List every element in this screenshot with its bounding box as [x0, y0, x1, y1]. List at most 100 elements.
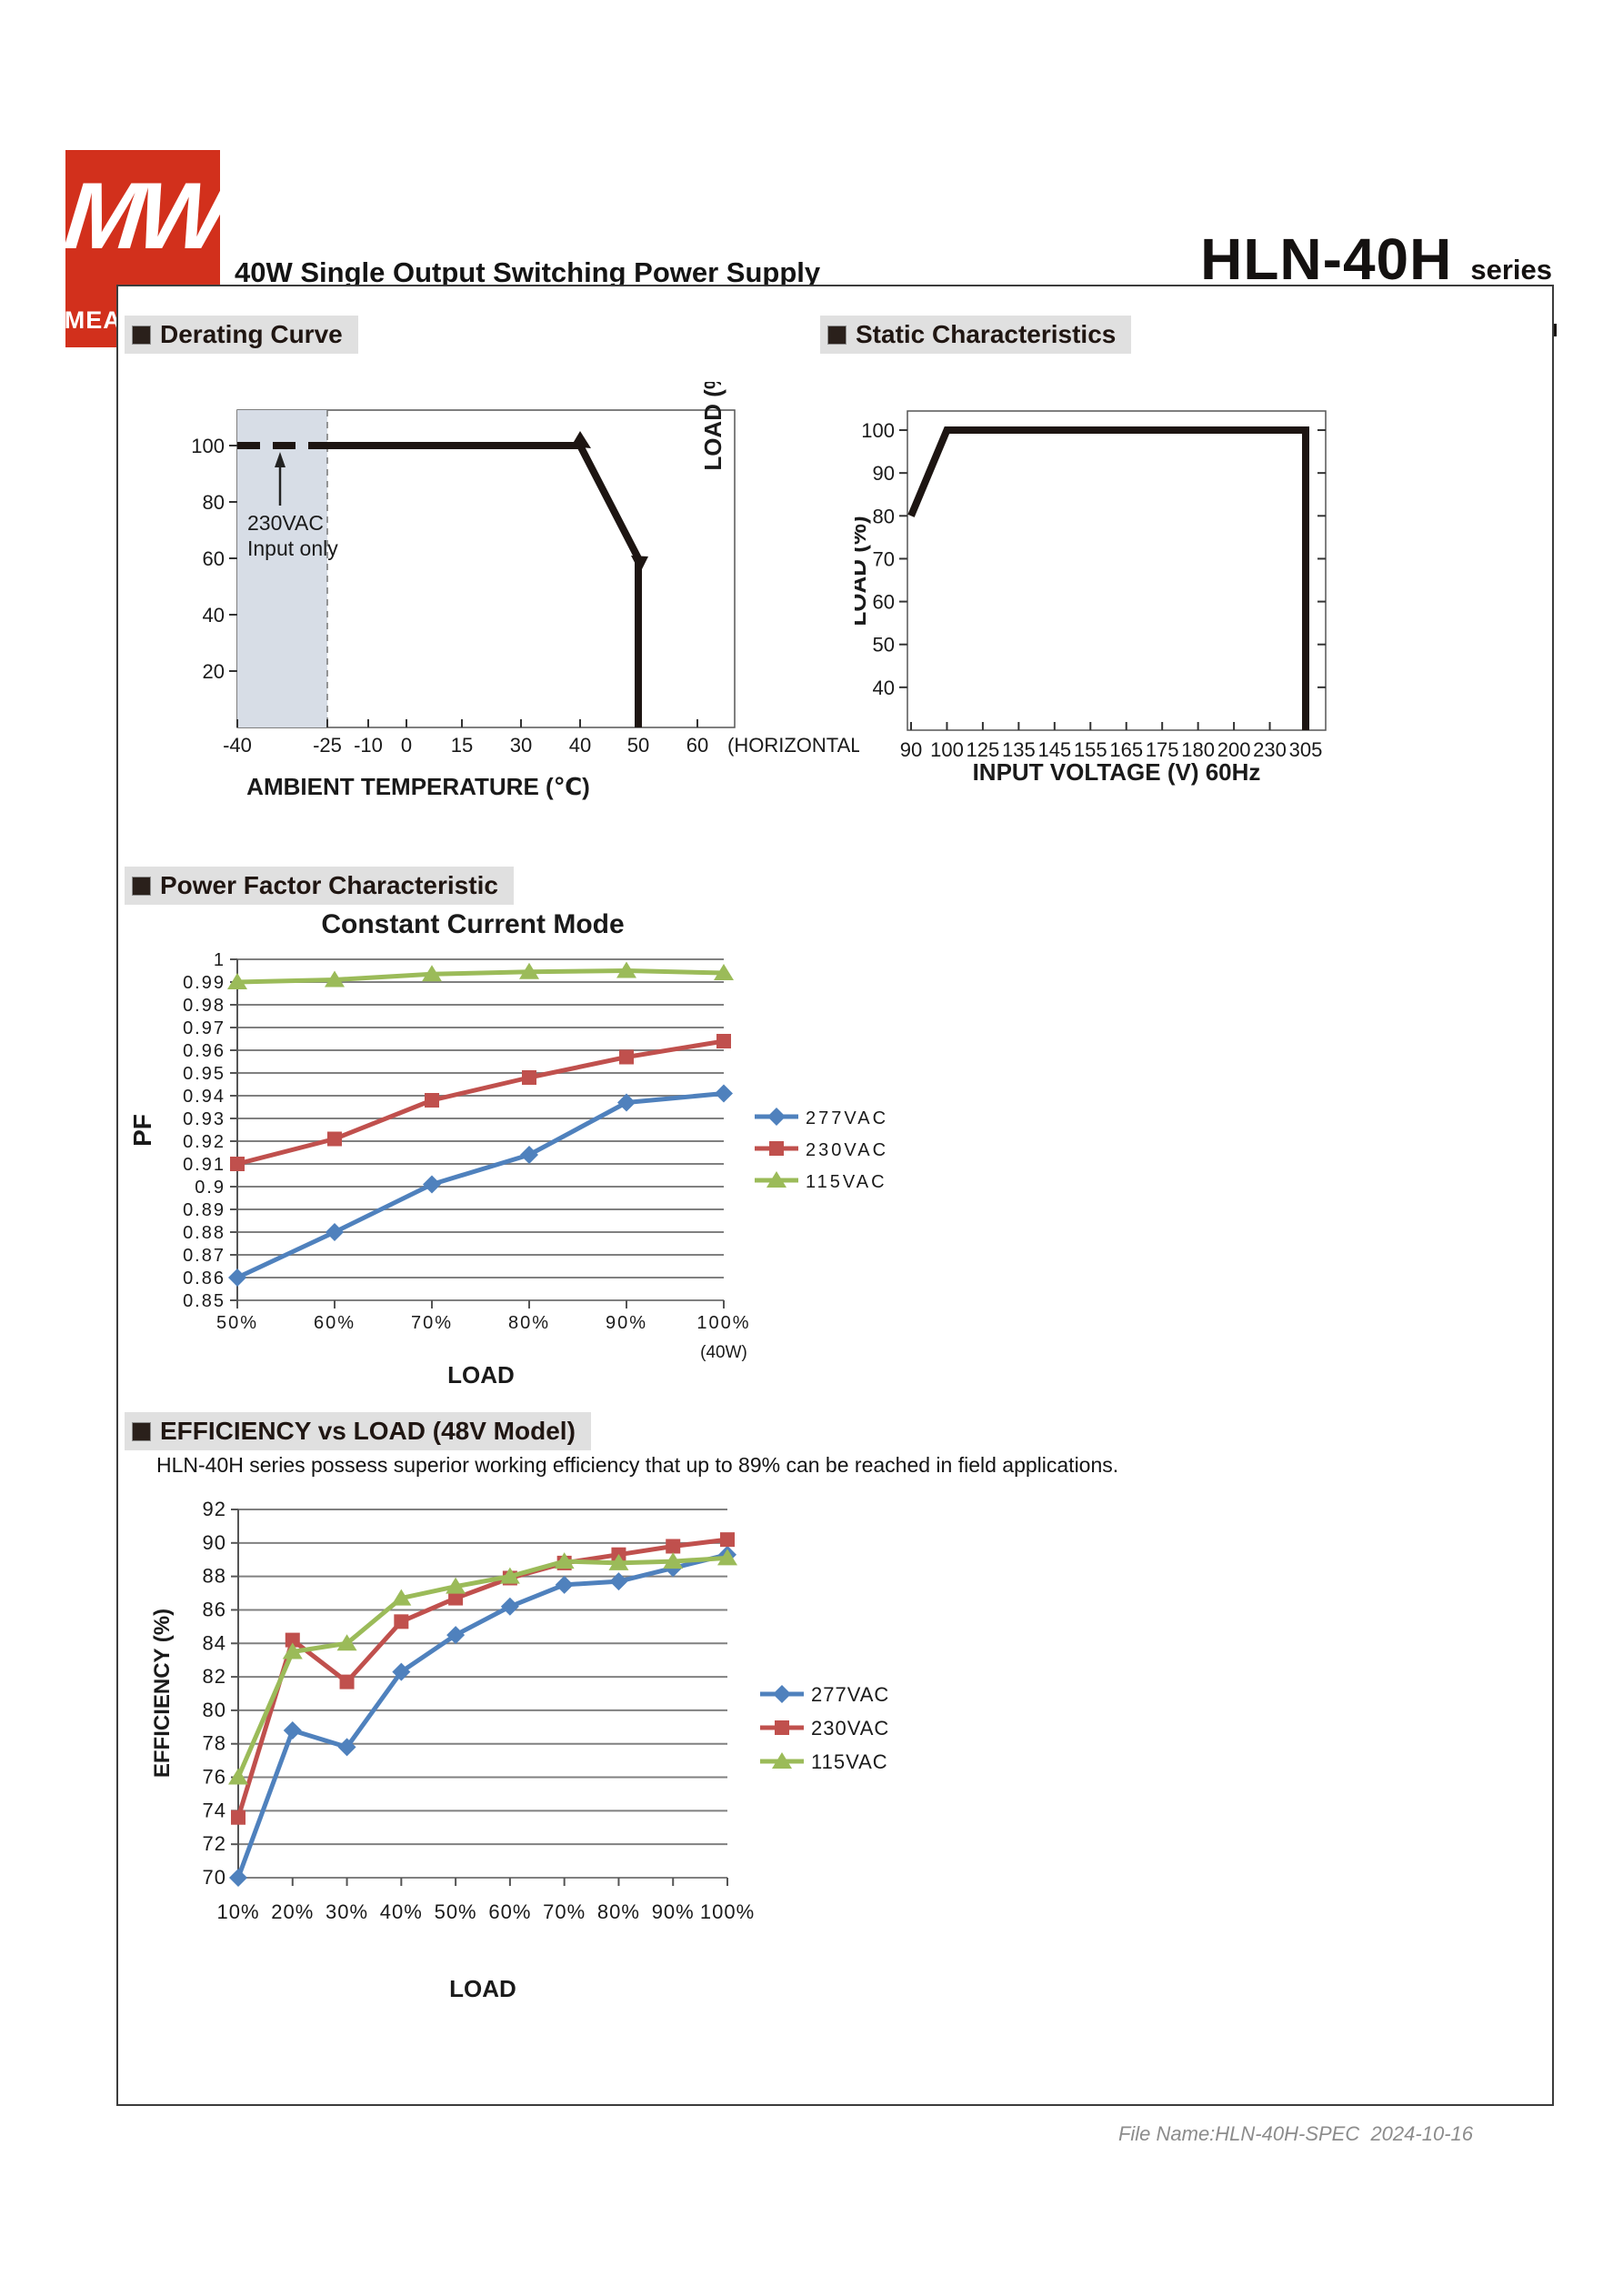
diamond-marker-icon — [773, 1685, 791, 1703]
y-tick-label: 50 — [873, 634, 895, 657]
legend-item-230VAC: 230VAC — [755, 1140, 888, 1160]
square-marker-icon — [522, 1070, 536, 1085]
x-tick-label: 100% — [700, 1900, 755, 1923]
power-factor-chart-svg: Constant Current Mode 0.85 0.860.87 0.88 0.8… — [128, 909, 888, 1389]
x-tick-label: -40 — [223, 734, 252, 757]
triangle-marker-icon — [717, 1549, 737, 1566]
series-230VAC — [230, 1034, 731, 1171]
y-tick-label: 80 — [203, 491, 225, 514]
triangle-marker-icon — [499, 1567, 520, 1584]
diamond-marker-icon — [617, 1093, 636, 1112]
x-tick-label: 90% — [606, 1313, 647, 1333]
legend-item-277VAC: 277VAC — [760, 1683, 889, 1706]
x-tick-label: 30 — [510, 734, 532, 757]
x-tick-label: 30% — [326, 1900, 368, 1923]
triangle-marker-icon — [714, 964, 734, 980]
legend-label: 115VAC — [806, 1172, 887, 1192]
y-tick-label: 92 — [203, 1498, 226, 1520]
x-axis-title: AMBIENT TEMPERATURE (℃) — [246, 773, 590, 800]
diamond-marker-icon — [500, 1597, 519, 1616]
y-tick-label: 40 — [203, 604, 225, 627]
x-axis-title: INPUT VOLTAGE (V) 60Hz — [973, 758, 1261, 786]
diamond-marker-icon — [767, 1108, 786, 1126]
x-tick-label: 305 — [1289, 738, 1323, 761]
y-tick-label: 80 — [203, 1699, 226, 1721]
shaded-region-note: Input only — [247, 536, 338, 560]
square-bullet-icon — [132, 1421, 151, 1441]
square-marker-icon — [448, 1590, 464, 1606]
efficiency-chart-svg: 70 72 74 76 78 80 82 84 86 88 90 92 10% 20% 30% 40% 50% 6… — [150, 1498, 889, 2002]
y-tick-label: 40 — [873, 677, 895, 699]
x-tick-label: 145 — [1037, 738, 1071, 761]
y-tick-label: 70 — [873, 547, 895, 570]
y-tick-label: 0.99 — [183, 973, 225, 993]
square-marker-icon — [394, 1614, 409, 1629]
triangle-marker-icon — [336, 1634, 357, 1651]
x-tick-label: -25 — [313, 734, 342, 757]
x-tick-label: 40% — [380, 1900, 423, 1923]
y-tick-label: 0.92 — [183, 1132, 225, 1152]
heading-label: Derating Curve — [160, 320, 343, 348]
x-tick-label: 200 — [1217, 738, 1251, 761]
y-tick-label: 72 — [203, 1832, 226, 1855]
legend-label: 230VAC — [811, 1717, 889, 1740]
x-tick-label: 60% — [314, 1313, 356, 1333]
y-tick-label: 0.86 — [183, 1268, 225, 1288]
diamond-marker-icon — [283, 1721, 302, 1740]
power-factor-plot: Constant Current Mode 0.85 0.860.87 0.88 0.8… — [128, 909, 888, 1389]
x-tick-label: 80% — [508, 1313, 550, 1333]
y-tick-label: 0.91 — [183, 1155, 225, 1175]
derating-chart-svg: 20 40 60 80 100 -40 -25 -10 0 15 30 40 50 60 (HORIZONT… — [191, 382, 859, 800]
y-tick-label: 0.94 — [183, 1087, 225, 1107]
y-tick-label: 60 — [873, 591, 895, 614]
diamond-marker-icon — [228, 1268, 246, 1287]
model-series-label: series — [1470, 254, 1552, 286]
triangle-marker-icon — [608, 1553, 629, 1570]
square-marker-icon — [285, 1632, 300, 1648]
y-tick-label: 0.98 — [183, 996, 225, 1016]
triangle-marker-icon — [227, 973, 247, 989]
square-marker-icon — [425, 1093, 439, 1108]
efficiency-description: HLN-40H series possess superior working … — [156, 1453, 1119, 1477]
y-tick-label: 82 — [203, 1665, 226, 1688]
square-marker-icon — [769, 1141, 784, 1156]
triangle-marker-icon — [282, 1642, 303, 1659]
triangle-marker-icon — [325, 970, 345, 988]
triangle-marker-icon — [616, 961, 636, 978]
legend-item-230VAC: 230VAC — [760, 1717, 889, 1740]
series-115VAC — [228, 1549, 737, 1785]
heading-efficiency: EFFICIENCY vs LOAD (48V Model) — [125, 1412, 591, 1450]
x-tick-label: 15 — [451, 734, 473, 757]
legend-label: 277VAC — [811, 1683, 889, 1706]
square-bullet-icon — [827, 325, 847, 345]
legend-item-115VAC: 115VAC — [755, 1171, 887, 1192]
y-tick-label: 80 — [873, 505, 895, 527]
x-tick-label: 40 — [569, 734, 591, 757]
x-tick-label: 20% — [271, 1900, 314, 1923]
y-tick-label: 0.95 — [183, 1064, 225, 1084]
model-title: HLN-40H series — [1200, 226, 1552, 293]
triangle-marker-icon — [663, 1552, 684, 1569]
x-tick-label: 50% — [435, 1900, 477, 1923]
model-name: HLN-40H — [1200, 226, 1453, 292]
diamond-marker-icon — [229, 1869, 247, 1887]
y-tick-label: 0.85 — [183, 1291, 225, 1311]
x-tick-label: 50 — [627, 734, 649, 757]
shaded-230vac-region — [237, 410, 327, 727]
x-tick-label: 100 — [930, 738, 964, 761]
heading-static-characteristics: Static Characteristics — [820, 316, 1132, 354]
y-axis-title: LOAD (%) — [699, 382, 726, 471]
triangle-marker-icon — [228, 1768, 248, 1785]
x-axis-title: LOAD — [449, 1975, 516, 2002]
x-tick-label: 60 — [686, 734, 708, 757]
legend-label: 230VAC — [806, 1140, 888, 1160]
y-tick-label: 0.88 — [183, 1223, 225, 1243]
file-name-note: File Name:HLN-40H-SPEC 2024-10-16 — [1117, 2122, 1473, 2145]
y-tick-label: 74 — [203, 1799, 226, 1821]
y-tick-label: 70 — [203, 1866, 226, 1889]
y-tick-label: 90 — [873, 462, 895, 485]
diamond-marker-icon — [609, 1572, 628, 1591]
y-tick-label: 78 — [203, 1732, 226, 1755]
y-tick-label: 100 — [861, 419, 895, 442]
y-tick-label: 100 — [191, 435, 225, 457]
